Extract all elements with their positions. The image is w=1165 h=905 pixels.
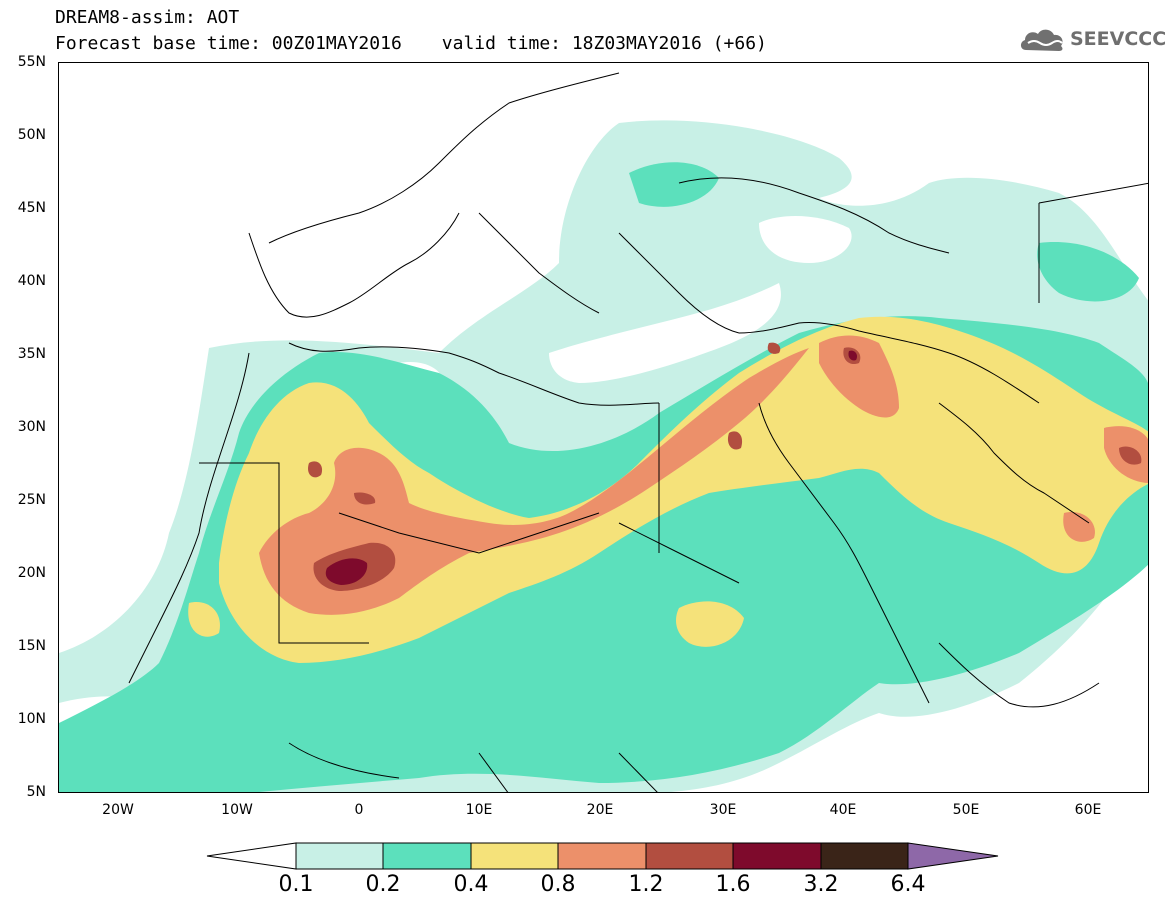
colorbar-segment <box>470 842 559 870</box>
lat-label: 50N <box>17 127 46 143</box>
colorbar-segment <box>557 842 647 870</box>
colorbar-label: 1.2 <box>628 872 664 897</box>
lon-label: 30E <box>709 802 737 818</box>
lat-label: 55N <box>17 54 46 70</box>
lat-label: 35N <box>17 346 46 362</box>
aot-map <box>58 62 1149 793</box>
colorbar-segment-below <box>206 842 297 870</box>
lon-label: 50E <box>952 802 980 818</box>
aot-level-0-4 <box>188 316 1148 663</box>
colorbar-segment-above <box>907 842 999 870</box>
colorbar-label: 3.2 <box>803 872 839 897</box>
colorbar-label: 0.4 <box>453 872 489 897</box>
lon-label: 10W <box>221 802 253 818</box>
seevccc-logo: SEEVCCC <box>1018 24 1165 56</box>
colorbar-graphic <box>206 842 999 870</box>
colorbar-label: 0.8 <box>540 872 576 897</box>
time-info: Forecast base time: 00Z01MAY2016 valid ti… <box>55 34 767 54</box>
lat-label: 15N <box>17 638 46 654</box>
map-canvas <box>59 72 1148 792</box>
colorbar-segment <box>732 842 822 870</box>
colorbar-label: 0.2 <box>365 872 401 897</box>
colorbar-label: 1.6 <box>715 872 751 897</box>
lat-label: 40N <box>17 273 46 289</box>
lat-label: 20N <box>17 565 46 581</box>
lon-label: 40E <box>829 802 857 818</box>
lat-label: 10N <box>17 711 46 727</box>
lon-label: 20E <box>586 802 614 818</box>
colorbar-segment <box>295 842 384 870</box>
lat-label: 30N <box>17 419 46 435</box>
colorbar-label: 0.1 <box>278 872 314 897</box>
lon-label: 0 <box>354 802 364 818</box>
colorbar-segment <box>820 842 909 870</box>
colorbar-segment <box>645 842 734 870</box>
forecast-base-time: Forecast base time: 00Z01MAY2016 <box>55 33 402 54</box>
colorbar <box>206 842 1001 870</box>
map-title: DREAM8-assim: AOT <box>55 7 240 28</box>
valid-time: valid time: 18Z03MAY2016 (+66) <box>441 33 767 54</box>
lat-label: 45N <box>17 200 46 216</box>
aot-level-1-6 <box>325 350 858 585</box>
colorbar-segment <box>382 842 472 870</box>
colorbar-label: 6.4 <box>890 872 926 897</box>
lon-label: 60E <box>1074 802 1102 818</box>
brand-name: SEEVCCC <box>1070 28 1165 50</box>
cloud-icon <box>1020 29 1063 51</box>
lon-label: 10E <box>465 802 493 818</box>
coastlines-borders <box>128 72 1148 792</box>
lat-label: 25N <box>17 492 46 508</box>
lon-label: 20W <box>102 802 134 818</box>
lat-label: 5N <box>26 784 46 800</box>
